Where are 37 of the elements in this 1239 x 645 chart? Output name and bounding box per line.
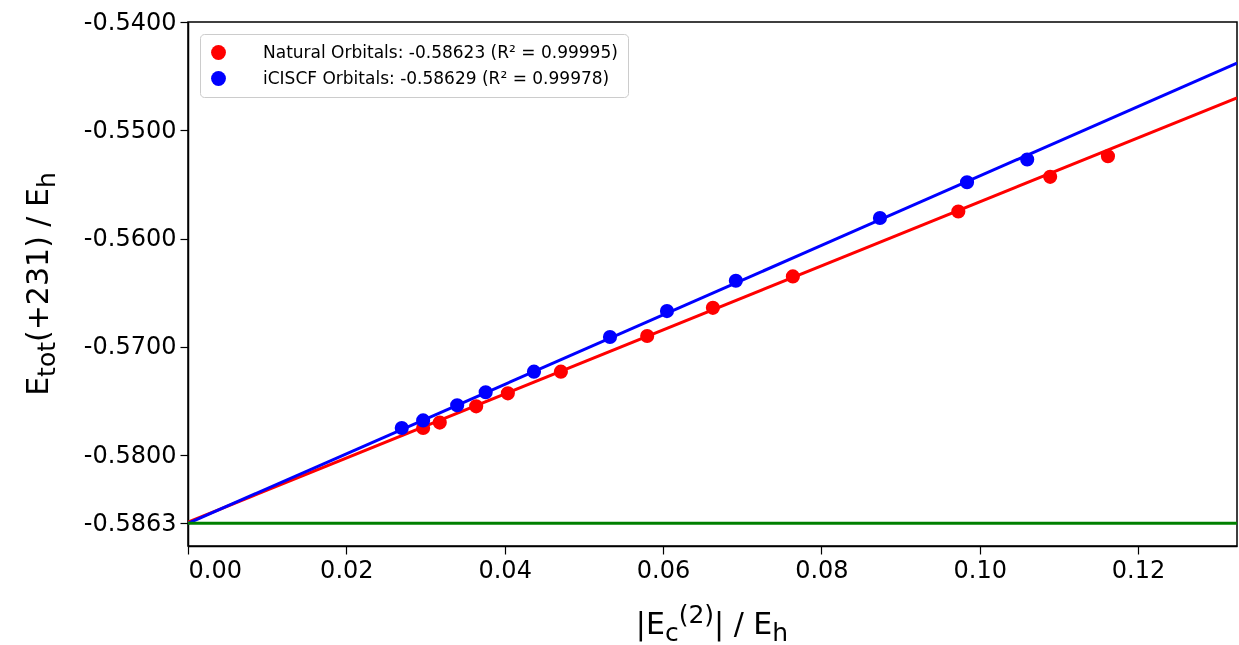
point — [785, 269, 800, 284]
point — [705, 300, 720, 315]
point — [526, 364, 542, 379]
point — [500, 386, 515, 401]
point — [432, 415, 447, 430]
y-tick-label: -0.5700 — [83, 332, 177, 361]
point — [659, 304, 675, 319]
x-axis-title: |E$_{c}$$^{(2)}$| / E$_{h}$ — [635, 600, 789, 645]
y-tick-label: -0.5400 — [83, 7, 177, 36]
y-tick-label: -0.5863 — [83, 508, 177, 537]
point — [478, 385, 493, 400]
point — [872, 210, 888, 226]
point — [416, 413, 431, 428]
x-tick-label: 0.06 — [636, 555, 691, 584]
point — [640, 328, 655, 344]
x-tick-label: 0.10 — [953, 555, 1007, 584]
legend-label: Natural Orbitals: -0.58623 (R² = 0.99995) — [263, 41, 618, 62]
point — [553, 364, 568, 379]
y-tick-label: -0.5800 — [83, 440, 177, 469]
y-tick-label: -0.5500 — [83, 115, 177, 144]
point — [469, 399, 484, 414]
point — [1020, 152, 1035, 167]
point — [1100, 149, 1116, 164]
y-tick-label: -0.5600 — [83, 224, 177, 253]
point — [959, 175, 975, 190]
point — [951, 204, 966, 219]
point — [450, 398, 465, 413]
point — [1043, 169, 1058, 184]
point — [602, 329, 618, 345]
point — [728, 273, 743, 288]
x-tick-label: 0.00 — [188, 555, 242, 584]
x-tick-label: 0.02 — [320, 555, 374, 584]
x-tick-label: 0.08 — [795, 555, 849, 584]
x-tick-label: 0.04 — [478, 555, 532, 584]
legend-label: iCISCF Orbitals: -0.58629 (R² = 0.99978) — [263, 67, 610, 88]
x-tick-label: 0.12 — [1111, 555, 1166, 584]
point — [394, 420, 409, 436]
